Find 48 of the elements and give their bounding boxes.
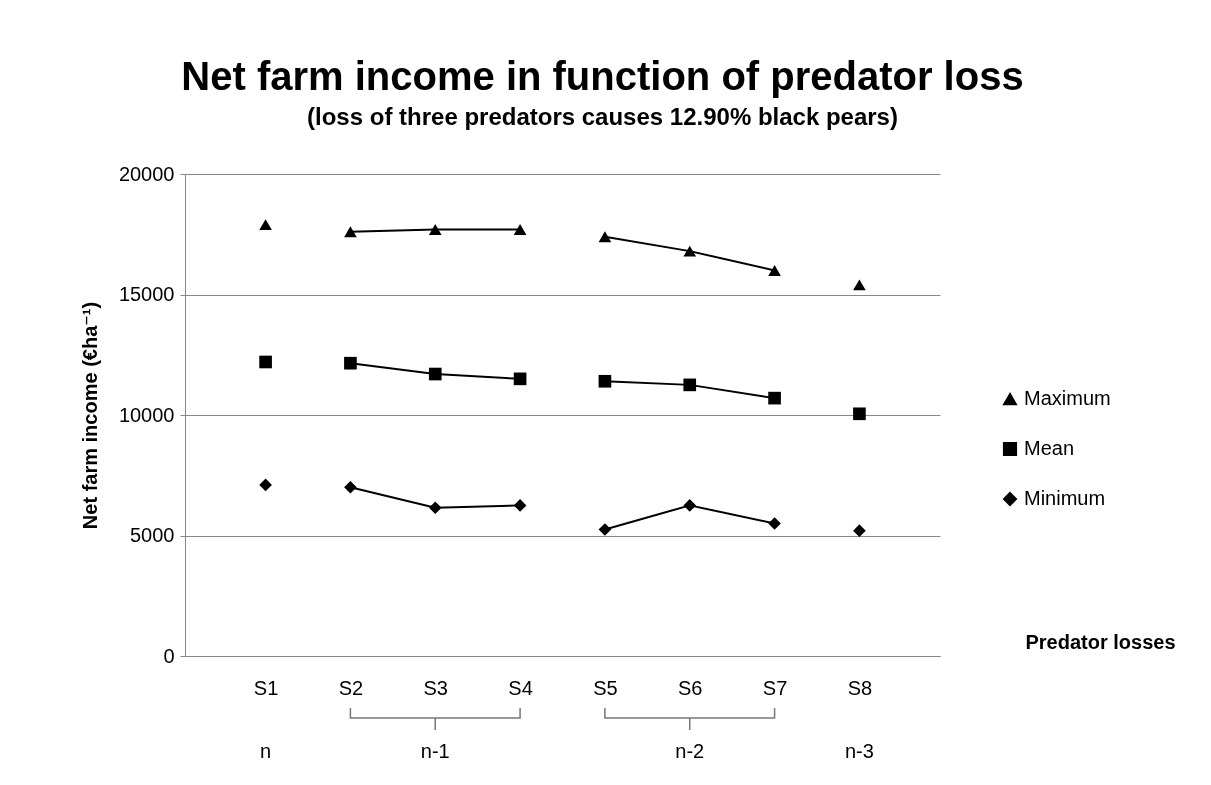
point [683,378,697,392]
point [683,499,697,512]
point [344,356,357,370]
x-axis-title: Predator losses [1025,630,1176,653]
point [853,407,866,421]
point [428,367,442,381]
x-tick-label: S8 [847,676,873,699]
point [428,501,442,515]
text: n [260,740,272,762]
point [768,264,781,276]
point [768,517,781,530]
text: n-1 [420,740,450,762]
x-tick-label: S2 [338,676,364,699]
legend-label: Minimum [1024,487,1106,509]
point [853,524,866,537]
point [259,478,272,492]
legend-label: Maximum [1024,387,1111,409]
x-tick-label: S7 [762,676,788,699]
y-tick-label: 5000 [130,524,175,546]
point [344,226,357,238]
chart-subtitle: (loss of three predators causes 12.90% black pears) [307,103,898,130]
text: n-2 [675,740,705,762]
x-tick-label: S5 [593,676,618,699]
point [598,523,612,536]
legend-label: Mean [1024,437,1075,459]
point [853,279,866,291]
x-tick-label: S6 [678,676,703,699]
y-tick-label: 15000 [118,283,175,305]
point [768,391,781,405]
y-axis-title: Net farm income (€ha⁻¹) [78,301,101,530]
point [598,374,612,388]
y-tick-label: 10000 [118,403,175,426]
point [259,355,272,369]
y-tick-label: 20000 [118,162,175,185]
point [598,231,612,243]
text: n-3 [844,740,874,762]
x-tick-label: S3 [423,676,448,699]
point [513,372,527,386]
y-tick-label: 0 [163,644,175,667]
point [259,219,272,231]
point [683,245,697,257]
point [428,223,442,235]
chart-title: Net farm income in function of predator loss [181,54,1024,98]
point [513,499,527,512]
x-tick-label: S4 [508,676,533,699]
x-tick-label: S1 [253,676,279,699]
point [344,480,357,494]
point [513,223,527,235]
